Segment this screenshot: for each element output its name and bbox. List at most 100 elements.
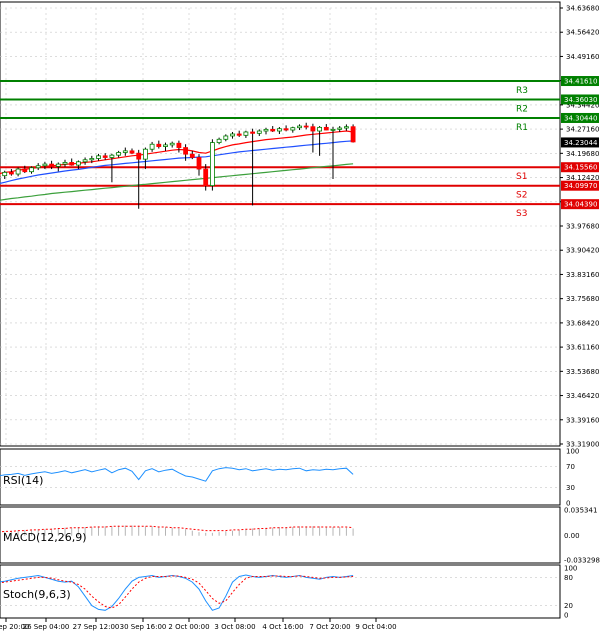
macd-panel-frame — [0, 506, 561, 564]
candle-body — [276, 128, 282, 132]
price-tick-label: 34.19680 — [566, 150, 599, 158]
candle-body — [149, 143, 155, 150]
price-tick-label: 33.68420 — [566, 319, 599, 327]
level-price-box — [561, 94, 599, 105]
time-tick-label: 30 Sep 16:00 — [120, 623, 167, 631]
price-tick-label: 33.90420 — [566, 247, 599, 255]
candle-body — [183, 147, 189, 155]
macd-tick-label: 0.00 — [564, 532, 580, 540]
time-tick-label: 9 Oct 04:00 — [355, 623, 396, 631]
candle-body — [42, 163, 48, 167]
price-axis: 34.6368034.5642034.4916034.4191034.34420… — [560, 5, 599, 449]
level-name-s3: S3 — [516, 209, 527, 219]
price-tick-label: 34.56420 — [566, 29, 599, 37]
macd-tick-label: 0.035341 — [564, 507, 597, 515]
candle-body — [109, 154, 115, 158]
time-tick-label: 7 Oct 20:00 — [309, 623, 350, 631]
candle-body — [89, 158, 95, 161]
candle-body — [62, 162, 68, 165]
price-tick-label: 34.63680 — [566, 5, 599, 13]
candle-body — [29, 167, 34, 173]
candle-body — [250, 131, 256, 134]
candle-body — [236, 133, 242, 136]
candle-body — [156, 143, 162, 147]
level-name-r1: R1 — [516, 123, 528, 133]
level-name-r2: R2 — [516, 104, 528, 114]
time-tick-label: 26 Sep 04:00 — [23, 623, 70, 631]
time-tick-label: 2 Oct 00:00 — [168, 623, 209, 631]
level-price-label: 34.15560 — [564, 164, 597, 172]
candle-body — [163, 144, 168, 147]
candle-body — [270, 128, 276, 132]
candle-body — [102, 155, 108, 158]
level-price-label: 34.09970 — [564, 182, 597, 190]
candle-body — [323, 126, 329, 131]
candle-body — [283, 128, 289, 131]
price-tick-label: 33.61160 — [566, 344, 599, 352]
stoch-tick-label: 0 — [564, 612, 568, 620]
candle-body — [216, 138, 222, 143]
candle-body — [256, 130, 262, 134]
candle-body — [189, 153, 195, 158]
macd-signal-line — [0, 525, 354, 533]
level-price-box — [561, 112, 599, 123]
candle-body — [196, 157, 202, 170]
current-price-box — [561, 137, 599, 148]
level-price-box — [561, 162, 599, 173]
stoch-tick-label: 80 — [564, 574, 573, 582]
candle-body — [122, 150, 128, 153]
rsi-label: RSI(14) — [3, 474, 43, 487]
stoch-tick-label: 100 — [564, 565, 577, 573]
candle-body — [343, 126, 349, 129]
candle-body — [136, 152, 142, 160]
moving-average-blue — [0, 140, 354, 185]
candle-body — [22, 168, 28, 173]
current-price-marker: 34.23044 — [561, 137, 599, 148]
stoch-tick-label: 20 — [564, 602, 573, 610]
time-tick-label: 4 Oct 16:00 — [262, 623, 303, 631]
rsi-line — [0, 467, 354, 482]
candle-body — [169, 142, 175, 146]
rsi-tick-label: 70 — [566, 463, 575, 471]
rsi-tick-label: 100 — [566, 448, 579, 456]
candle-body — [129, 150, 135, 154]
moving-average-green — [0, 163, 354, 201]
main-price-panel: R3 R2 R1 S1 S2 S3 34.63680 34.56420 34.49160 34.… — [0, 1, 599, 449]
candle-body — [82, 159, 88, 163]
candle-body — [297, 125, 302, 129]
macd-label: MACD(12,26,9) — [3, 531, 87, 544]
level-price-label: 34.41610 — [564, 78, 597, 86]
rsi-tick-label: 30 — [566, 484, 575, 492]
price-tick-label: 33.53680 — [566, 368, 599, 376]
candle-body — [303, 125, 309, 128]
level-price-label: 34.30440 — [564, 114, 597, 122]
stoch-levels — [0, 577, 560, 606]
macd-panel: MACD(12,26,9) 0.035341 0.00 -0.033298 — [0, 506, 600, 565]
level-price-box — [561, 76, 599, 87]
candle-body — [69, 162, 75, 166]
candlesticks — [0, 122, 356, 209]
stoch-main-line — [0, 574, 354, 611]
candle-body — [263, 128, 269, 132]
candle-body — [15, 168, 21, 175]
level-price-label: 34.36030 — [564, 96, 597, 104]
candle-body — [55, 163, 61, 167]
price-tick-label: 33.75680 — [566, 295, 599, 303]
current-price-label: 34.23044 — [564, 139, 598, 147]
rsi-tick-label: 0 — [566, 500, 570, 508]
level-name-s2: S2 — [516, 191, 527, 201]
level-price-box — [561, 199, 599, 210]
time-tick-label: 3 Oct 08:00 — [214, 623, 255, 631]
level-price-box — [561, 180, 599, 191]
candle-body — [337, 127, 343, 130]
candle-body — [243, 131, 249, 136]
candle-body — [49, 163, 54, 167]
candle-body — [116, 152, 121, 156]
candle-body — [223, 135, 229, 140]
price-tick-label: 34.27160 — [566, 126, 599, 134]
candle-body — [310, 126, 316, 132]
